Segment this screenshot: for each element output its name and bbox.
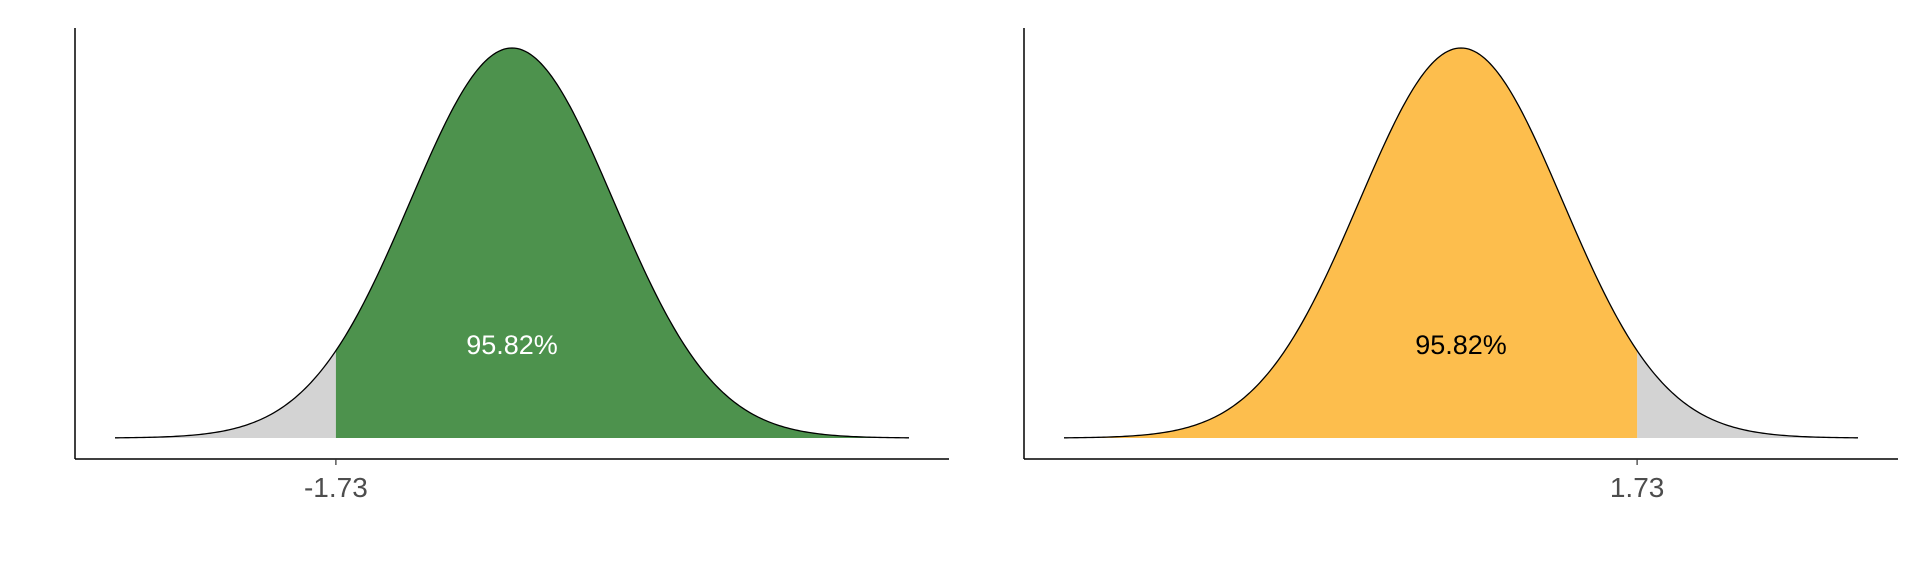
right-x-tick-label: 1.73	[1610, 472, 1665, 503]
left-highlight-area	[335, 48, 909, 438]
left-tail-area	[115, 350, 336, 438]
right-panel: 1.73 95.82%	[1023, 28, 1898, 503]
right-tail-area	[1637, 350, 1858, 438]
left-density-curve	[114, 47, 910, 439]
right-density-curve	[1063, 47, 1859, 439]
right-area-percentage-label: 95.82%	[1415, 330, 1507, 360]
right-highlight-area	[1064, 48, 1638, 438]
left-area-percentage-label: 95.82%	[466, 330, 558, 360]
left-panel: -1.73 95.82%	[74, 28, 949, 503]
left-x-tick-label: -1.73	[304, 472, 368, 503]
